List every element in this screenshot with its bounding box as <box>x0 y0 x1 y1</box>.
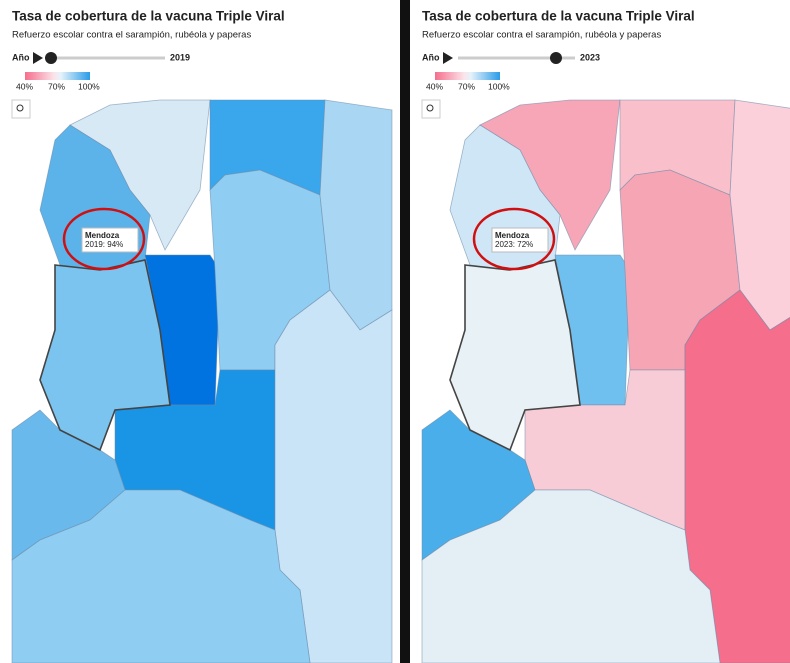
panel: Tasa de cobertura de la vacuna Triple Vi… <box>421 9 790 663</box>
legend-label: 70% <box>48 81 65 91</box>
tooltip-value: 2023: 72% <box>495 240 533 249</box>
tooltip <box>491 227 549 253</box>
slider-knob[interactable] <box>550 52 562 64</box>
slider-knob[interactable] <box>45 52 57 64</box>
slider-label: Año <box>422 52 440 62</box>
zoom-icon <box>426 104 434 112</box>
play-button[interactable] <box>443 52 453 64</box>
zoom-button[interactable] <box>11 99 31 119</box>
zoom-button[interactable] <box>421 99 441 119</box>
year: 2023 <box>580 52 600 62</box>
legend-label: 100% <box>78 81 100 91</box>
subtitle: Refuerzo escolar contra el sarampión, ru… <box>12 30 251 41</box>
highlighted-region <box>39 259 171 452</box>
legend-label: 40% <box>426 81 443 91</box>
tooltip-name: Mendoza <box>85 231 120 240</box>
map <box>11 99 393 663</box>
tooltip-value: 2019: 94% <box>85 240 123 249</box>
legend-bar <box>25 72 90 80</box>
highlighted-region <box>449 259 581 452</box>
divider <box>400 0 410 663</box>
annotation-circle <box>62 207 146 271</box>
slider-label: Año <box>12 52 30 62</box>
legend-label: 40% <box>16 81 33 91</box>
legend-bar <box>435 72 500 80</box>
tooltip-name: Mendoza <box>495 231 530 240</box>
map <box>421 99 790 663</box>
region <box>421 489 721 663</box>
tooltip <box>81 227 139 253</box>
subtitle: Refuerzo escolar contra el sarampión, ru… <box>422 30 661 41</box>
annotation-circle <box>472 207 556 271</box>
region <box>11 489 311 663</box>
title: Tasa de cobertura de la vacuna Triple Vi… <box>12 9 285 24</box>
legend-label: 100% <box>488 81 510 91</box>
panel: Tasa de cobertura de la vacuna Triple Vi… <box>11 9 393 663</box>
year: 2019 <box>170 52 190 62</box>
legend-label: 70% <box>458 81 475 91</box>
zoom-icon <box>16 104 24 112</box>
play-button[interactable] <box>33 52 43 64</box>
title: Tasa de cobertura de la vacuna Triple Vi… <box>422 9 695 24</box>
